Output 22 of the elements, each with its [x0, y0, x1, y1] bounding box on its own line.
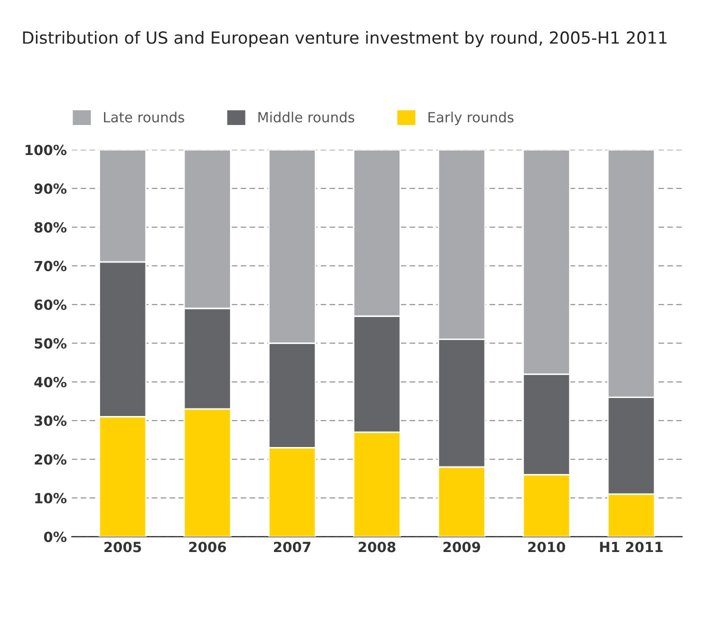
x-tick-label: 2008: [358, 542, 396, 552]
y-tick-label: 80%: [34, 222, 66, 233]
y-tick-label: 100%: [26, 144, 66, 156]
legend-label: Early rounds: [428, 112, 514, 126]
y-tick-label: 70%: [34, 260, 66, 272]
x-tick-label: 2010: [528, 542, 566, 552]
legend-label: Late rounds: [104, 112, 184, 122]
x-tick-label: 2007: [274, 542, 310, 552]
y-tick-label: 30%: [34, 416, 66, 426]
x-tick-label: 2005: [104, 542, 142, 552]
chart-title: Distribution of US and European venture investment by round, 2005-H1 2011: [23, 31, 667, 48]
y-tick-label: 50%: [34, 338, 66, 349]
y-tick-label: 20%: [34, 454, 66, 465]
y-tick-label: 60%: [34, 299, 66, 310]
y-tick-label: 0%: [44, 532, 66, 542]
x-tick-label: H1 2011: [600, 542, 663, 552]
y-tick-label: 90%: [34, 183, 66, 194]
legend-label: Middle rounds: [258, 112, 354, 122]
x-tick-label: 2006: [189, 542, 226, 552]
x-tick-label: 2009: [443, 542, 480, 552]
y-tick-label: 40%: [34, 376, 66, 388]
y-tick-label: 10%: [35, 492, 66, 504]
